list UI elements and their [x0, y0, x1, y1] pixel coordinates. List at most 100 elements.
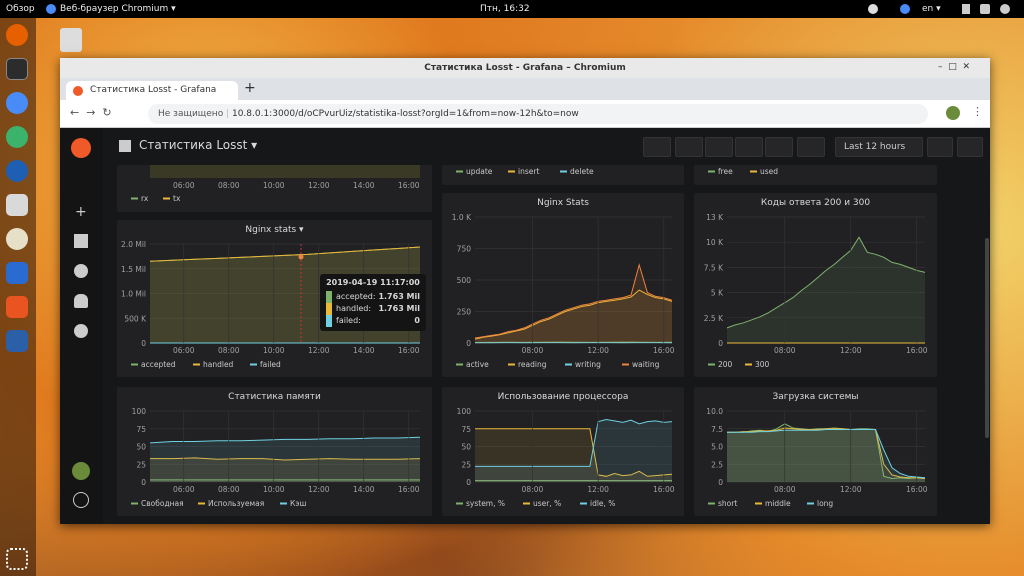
- trash-icon[interactable]: [60, 28, 82, 52]
- atom[interactable]: [6, 126, 28, 148]
- legend-label[interactable]: short: [718, 499, 737, 508]
- legend-label[interactable]: insert: [518, 167, 539, 176]
- clock[interactable]: Птн, 16:32: [480, 4, 530, 14]
- y-tick-label: 7.5: [711, 425, 723, 434]
- firefox[interactable]: [6, 24, 28, 46]
- accessibility-icon[interactable]: [868, 4, 878, 14]
- help-icon[interactable]: [73, 492, 89, 508]
- window-controls[interactable]: – □ ✕: [938, 62, 970, 72]
- legend-label[interactable]: delete: [570, 167, 594, 176]
- language[interactable]: en ▾: [922, 4, 941, 14]
- rhythmbox[interactable]: [6, 228, 28, 250]
- legend-label[interactable]: accepted: [141, 360, 176, 369]
- dashboard-title[interactable]: Статистика Losst ▾: [139, 138, 258, 152]
- legend-label[interactable]: system, %: [466, 499, 505, 508]
- tooltip: 2019-04-19 11:17:00 accepted: 1.763 Mil han…: [320, 274, 426, 331]
- legend-label[interactable]: free: [718, 167, 733, 176]
- legend-label[interactable]: 300: [755, 360, 770, 369]
- menu[interactable]: ⋮: [972, 105, 983, 118]
- refresh[interactable]: [957, 137, 983, 157]
- x-tick-label: 06:00: [173, 181, 195, 190]
- legend-label[interactable]: Свободная: [141, 499, 184, 508]
- volume-icon[interactable]: [980, 4, 990, 14]
- thunderbird[interactable]: [6, 160, 28, 182]
- explore-icon[interactable]: [74, 264, 88, 278]
- legend-label[interactable]: Кэш: [290, 499, 306, 508]
- virtualbox[interactable]: [6, 330, 28, 352]
- y-tick-label: 2.0 Mil: [121, 240, 146, 249]
- new-tab[interactable]: +: [244, 80, 256, 96]
- star[interactable]: [675, 137, 703, 157]
- x-tick-label: 12:00: [308, 181, 330, 190]
- panel: Nginx stats ▾ 0 500 K 1.0 Mil 1.5 Mil 2.0 Mil…: [117, 220, 432, 377]
- legend-label[interactable]: reading: [518, 360, 547, 369]
- profile[interactable]: [946, 106, 960, 120]
- terminal[interactable]: [6, 58, 28, 80]
- config-icon[interactable]: [74, 324, 88, 338]
- dashboards-icon[interactable]: [74, 234, 88, 248]
- tooltip-row: handled: 1.763 Mil: [326, 303, 420, 315]
- security-chip[interactable]: Не защищено: [158, 109, 224, 119]
- legend-label[interactable]: update: [466, 167, 493, 176]
- show-apps[interactable]: [6, 548, 28, 570]
- panel-chart: 0 25 50 75 100 06:00 08:00 10:00 12:00 14:00 16:00…: [131, 407, 421, 508]
- legend-label[interactable]: writing: [575, 360, 601, 369]
- add-panel[interactable]: [643, 137, 671, 157]
- tv-mode[interactable]: [797, 137, 825, 157]
- panel-title[interactable]: Загрузка системы: [772, 392, 859, 402]
- nav-buttons[interactable]: ← → ↻: [70, 106, 112, 119]
- panel-title[interactable]: Статистика памяти: [228, 392, 321, 402]
- legend-label[interactable]: tx: [173, 194, 181, 203]
- panel-title[interactable]: Nginx stats ▾: [245, 225, 304, 235]
- app-menu[interactable]: Веб-браузер Chromium ▾: [60, 4, 176, 14]
- chromium-tray[interactable]: [900, 4, 910, 14]
- legend-label[interactable]: idle, %: [590, 499, 615, 508]
- grafana-logo[interactable]: [71, 138, 91, 158]
- legend-label[interactable]: failed: [260, 360, 281, 369]
- area-fill: [727, 429, 925, 482]
- legend-label[interactable]: used: [760, 167, 778, 176]
- tab[interactable]: Статистика Losst - Grafana: [66, 81, 238, 100]
- x-tick-label: 06:00: [173, 485, 195, 494]
- legend-label[interactable]: long: [817, 499, 833, 508]
- legend-label[interactable]: active: [466, 360, 489, 369]
- panel-title[interactable]: Использование процессора: [497, 392, 629, 402]
- network-icon[interactable]: [962, 4, 970, 14]
- software[interactable]: [6, 296, 28, 318]
- omnibox[interactable]: Не защищено | 10.8.0.1:3000/d/oCPvurUiz/…: [148, 104, 928, 124]
- activities[interactable]: Обзор: [6, 4, 35, 14]
- x-tick-label: 16:00: [906, 485, 928, 494]
- legend-label[interactable]: Используемая: [208, 499, 264, 508]
- share[interactable]: [705, 137, 733, 157]
- series-line: [149, 436, 421, 444]
- settings[interactable]: [765, 137, 793, 157]
- user-avatar[interactable]: [72, 462, 90, 480]
- y-tick-label: 0: [141, 478, 146, 487]
- zoom-out[interactable]: [927, 137, 953, 157]
- save[interactable]: [735, 137, 763, 157]
- legend-label[interactable]: rx: [141, 194, 149, 203]
- series-line: [727, 427, 926, 479]
- legend-label[interactable]: 200: [718, 360, 733, 369]
- legend-label[interactable]: handled: [203, 360, 234, 369]
- y-tick-label: 750: [457, 245, 472, 254]
- panel-title[interactable]: Nginx Stats: [537, 198, 589, 208]
- time-picker[interactable]: Last 12 hours: [835, 137, 923, 157]
- y-tick-label: 0: [141, 339, 146, 348]
- create-icon[interactable]: +: [75, 204, 87, 220]
- panel-chart: 0 2.5 K 5 K 7.5 K 10 K 13 K 08:00 12:00 16:00 200…: [704, 213, 928, 369]
- y-tick-label: 10.0: [706, 407, 723, 416]
- alerting-icon[interactable]: [74, 294, 88, 308]
- chromium[interactable]: [6, 92, 28, 114]
- power-icon[interactable]: [1000, 4, 1010, 14]
- app-icon: [46, 4, 56, 14]
- writer[interactable]: [6, 262, 28, 284]
- files[interactable]: [6, 194, 28, 216]
- legend-label[interactable]: user, %: [533, 499, 561, 508]
- legend-label[interactable]: middle: [765, 499, 791, 508]
- area-fill: [727, 237, 925, 343]
- legend-label[interactable]: waiting: [632, 360, 660, 369]
- y-tick-label: 50: [136, 443, 146, 452]
- panel-title[interactable]: Коды ответа 200 и 300: [760, 198, 871, 208]
- x-tick-label: 12:00: [308, 485, 330, 494]
